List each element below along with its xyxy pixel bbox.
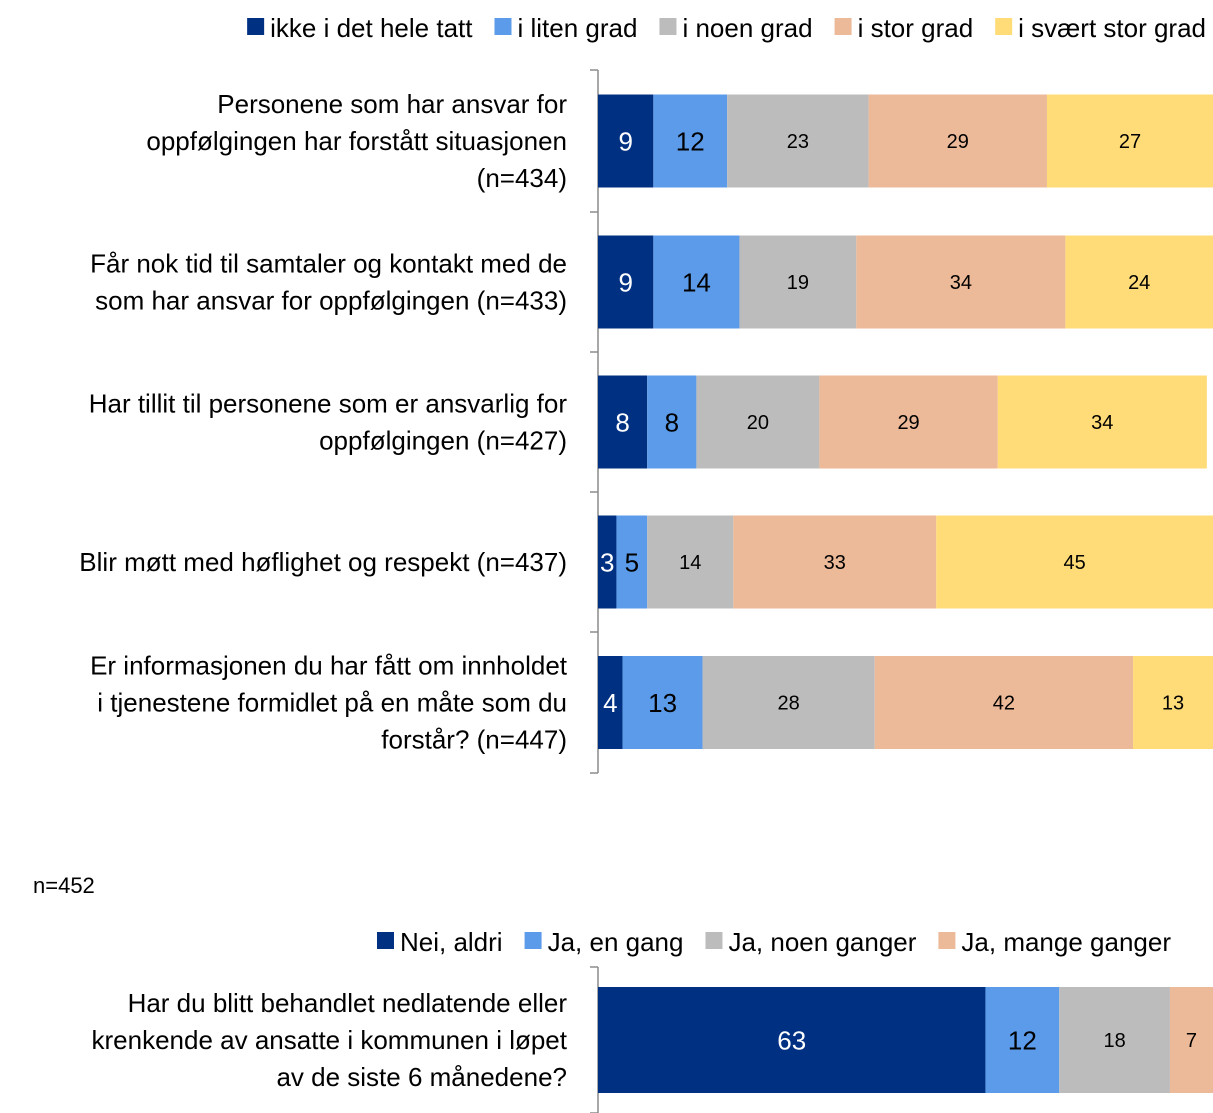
bar-segment-0-2-4 <box>997 375 1207 469</box>
category-label-0-4-1: i tjenestene formidlet på en måte som du <box>97 688 567 718</box>
bar-segment-0-0-4 <box>1046 94 1213 188</box>
legend-label-0-1: i liten grad <box>517 13 637 43</box>
category-label-0-0-1: oppfølgingen har forstått situasjonen <box>146 126 567 156</box>
data-label-1-0-1: 12 <box>1008 1025 1037 1055</box>
data-label-0-1-4: 24 <box>1128 272 1150 294</box>
bar-segment-0-4-1 <box>622 656 703 749</box>
category-label-0-3-0: Blir møtt med høflighet og respekt (n=43… <box>79 547 567 577</box>
data-label-0-2-2: 20 <box>747 412 769 434</box>
bar-segment-0-3-4 <box>936 515 1213 609</box>
bar-segment-0-2-0 <box>598 375 648 469</box>
bar-segment-0-0-2 <box>727 94 869 188</box>
legend-swatch-0-2 <box>659 18 677 35</box>
bar-segment-0-2-2 <box>696 375 820 469</box>
category-label-1-0-1: krenkende av ansatte i kommunen i løpet <box>92 1025 568 1055</box>
data-label-0-4-3: 42 <box>993 693 1015 715</box>
bar-segment-0-2-3 <box>819 375 998 469</box>
bar-segment-0-1-1 <box>653 235 740 329</box>
bar-segment-0-3-2 <box>647 515 734 609</box>
data-label-0-1-1: 14 <box>682 267 711 297</box>
bar-segment-0-3-0 <box>598 515 617 609</box>
data-label-0-0-3: 29 <box>947 131 969 153</box>
bar-segment-1-0-2 <box>1059 987 1170 1093</box>
data-label-0-1-0: 9 <box>618 267 632 297</box>
legend-swatch-1-3 <box>938 932 956 949</box>
data-label-1-0-2: 18 <box>1103 1030 1125 1052</box>
bar-segment-0-0-0 <box>598 94 654 188</box>
category-label-0-4-2: forstår? (n=447) <box>381 725 567 755</box>
bar-segment-0-3-1 <box>616 515 648 609</box>
legend-swatch-1-1 <box>524 932 542 949</box>
legend-label-1-3: Ja, mange ganger <box>961 927 1171 957</box>
bar-segment-0-4-3 <box>874 656 1134 749</box>
category-label-0-0-2: (n=434) <box>477 163 567 193</box>
bar-segment-0-1-2 <box>739 235 857 329</box>
bar-segment-1-0-1 <box>985 987 1060 1093</box>
data-label-0-2-1: 8 <box>665 407 679 437</box>
bar-segment-0-1-4 <box>1065 235 1213 329</box>
data-label-0-1-3: 34 <box>950 272 972 294</box>
bar-segment-1-0-3 <box>1169 987 1213 1093</box>
data-label-0-3-4: 45 <box>1064 552 1086 574</box>
category-label-1-0-2: av de siste 6 månedene? <box>276 1062 567 1092</box>
category-label-0-1-1: som har ansvar for oppfølgingen (n=433) <box>95 286 567 316</box>
legend-label-1-1: Ja, en gang <box>548 927 684 957</box>
data-label-0-2-0: 8 <box>615 407 629 437</box>
legend-swatch-1-0 <box>376 932 394 949</box>
category-label-0-1-0: Får nok tid til samtaler og kontakt med … <box>90 249 567 279</box>
bar-segment-1-0-0 <box>598 987 986 1093</box>
bar-segment-0-4-0 <box>598 656 623 749</box>
legend-label-1-0: Nei, aldri <box>400 927 503 957</box>
data-label-0-0-2: 23 <box>787 131 809 153</box>
sample-size-note: n=452 <box>33 873 95 898</box>
data-label-1-0-0: 63 <box>777 1025 806 1055</box>
category-label-0-2-0: Har tillit til personene som er ansvarli… <box>89 389 568 419</box>
data-label-0-3-3: 33 <box>824 552 846 574</box>
bar-segment-0-2-1 <box>647 375 697 469</box>
data-label-0-0-1: 12 <box>676 126 705 156</box>
data-label-0-3-0: 3 <box>600 547 614 577</box>
legend-swatch-0-0 <box>247 18 265 35</box>
category-label-0-2-1: oppfølgingen (n=427) <box>319 426 567 456</box>
bar-segment-0-1-3 <box>856 235 1066 329</box>
data-label-0-3-1: 5 <box>625 547 639 577</box>
bar-segment-0-3-3 <box>733 515 937 609</box>
category-label-0-4-0: Er informasjonen du har fått om innholde… <box>90 651 568 681</box>
legend-label-1-2: Ja, noen ganger <box>728 927 916 957</box>
category-label-1-0-0: Har du blitt behandlet nedlatende eller <box>128 988 568 1018</box>
bar-segment-0-4-4 <box>1133 656 1213 749</box>
data-label-0-4-1: 13 <box>648 688 677 718</box>
data-label-0-0-0: 9 <box>618 126 632 156</box>
data-label-1-0-3: 7 <box>1186 1030 1197 1052</box>
bar-segment-0-4-2 <box>702 656 875 749</box>
data-label-0-1-2: 19 <box>787 272 809 294</box>
legend-label-0-3: i stor grad <box>858 13 974 43</box>
data-label-0-4-0: 4 <box>603 688 617 718</box>
data-label-0-3-2: 14 <box>679 552 701 574</box>
bar-segment-0-0-1 <box>653 94 728 188</box>
legend-swatch-0-3 <box>834 18 852 35</box>
bar-segment-0-1-0 <box>598 235 654 329</box>
legend-label-0-0: ikke i det hele tatt <box>270 13 473 43</box>
bar-segment-0-0-3 <box>868 94 1047 188</box>
category-label-0-0-0: Personene som har ansvar for <box>217 89 567 119</box>
data-label-0-4-4: 13 <box>1162 693 1184 715</box>
legend-label-0-4: i svært stor grad <box>1018 13 1206 43</box>
data-label-0-4-2: 28 <box>778 693 800 715</box>
data-label-0-2-4: 34 <box>1091 412 1113 434</box>
data-label-0-2-3: 29 <box>897 412 919 434</box>
legend-swatch-0-1 <box>494 18 512 35</box>
data-label-0-0-4: 27 <box>1119 131 1141 153</box>
legend-swatch-0-4 <box>995 18 1013 35</box>
legend-label-0-2: i noen grad <box>682 13 812 43</box>
legend-swatch-1-2 <box>705 932 723 949</box>
